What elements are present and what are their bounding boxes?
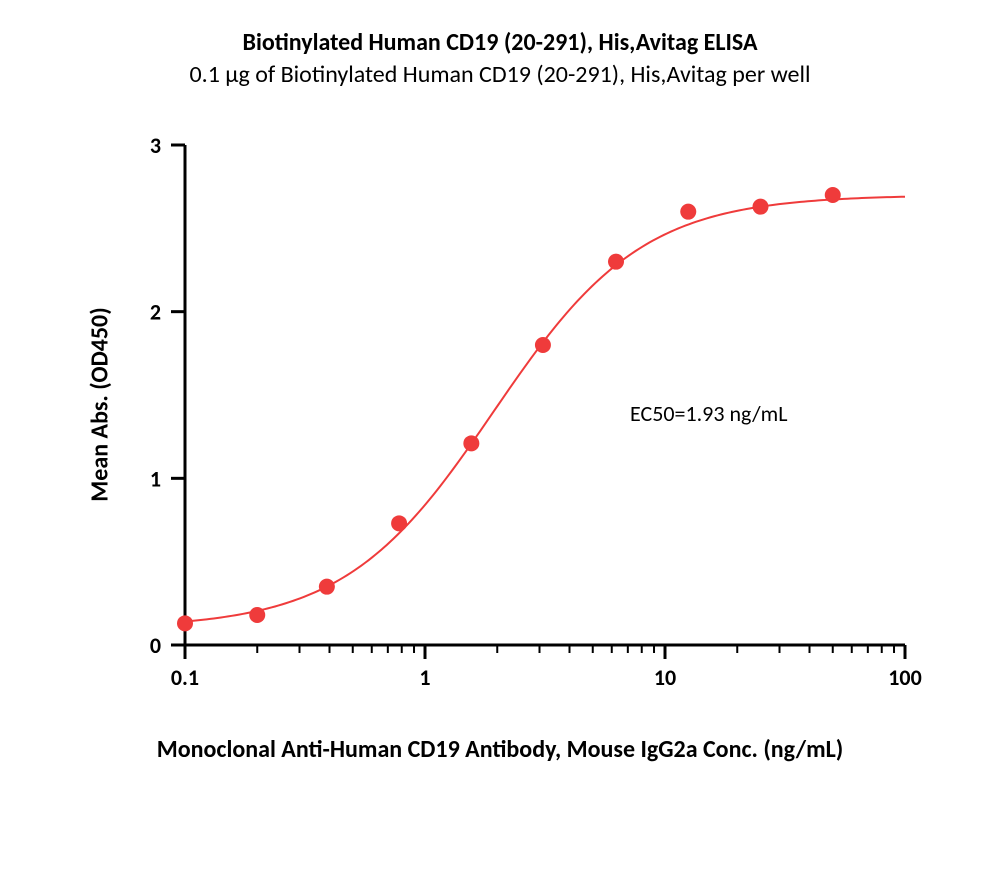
svg-text:1: 1 [150, 465, 161, 492]
chart-plot: 0 1 2 3 0.1 1 10 100 [0, 0, 1000, 876]
chart-container: Biotinylated Human CD19 (20-291), His,Av… [0, 0, 1000, 876]
svg-text:10: 10 [654, 664, 676, 691]
svg-text:100: 100 [888, 664, 921, 691]
svg-text:0.1: 0.1 [171, 664, 199, 691]
svg-text:1: 1 [419, 664, 430, 691]
svg-text:2: 2 [150, 299, 161, 326]
svg-text:3: 3 [150, 132, 161, 159]
svg-text:0: 0 [150, 632, 161, 659]
